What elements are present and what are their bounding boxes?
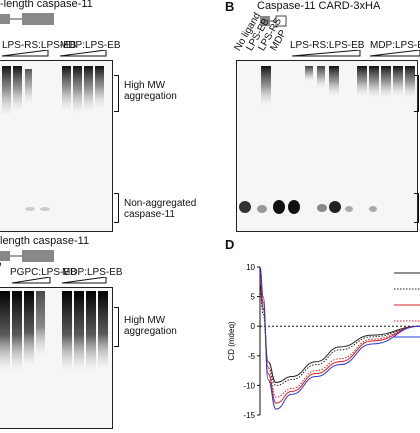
panel-d: D 10 5 0 -5 -10 -15 CD (mdeq) bbox=[222, 235, 420, 420]
y-tick-label: -15 bbox=[243, 411, 255, 420]
panel-a: -length caspase-11 LPS-RS:LPS-EB MDP:LPS… bbox=[0, 0, 210, 235]
group-label: MDP:LPS-EB bbox=[62, 267, 123, 278]
bracket bbox=[414, 193, 419, 223]
cd-chart: 10 5 0 -5 -10 -15 CD (mdeq) bbox=[227, 263, 420, 420]
gel-blot bbox=[0, 287, 113, 429]
group-label: MDP:LPS-EB bbox=[60, 40, 121, 51]
panel-b: B Caspase-11 CARD-3xHA No ligand LPS-EB … bbox=[222, 0, 420, 235]
y-tick-label: -10 bbox=[243, 381, 255, 390]
panel-b-title: Caspase-11 CARD-3xHA bbox=[257, 0, 381, 12]
y-tick-label: 5 bbox=[251, 293, 256, 302]
y-tick-label: 10 bbox=[246, 263, 255, 272]
panel-letter-d: D bbox=[225, 237, 235, 252]
panel-c-title: length caspase-11 bbox=[0, 235, 90, 247]
series-line bbox=[259, 290, 420, 386]
bracket bbox=[114, 75, 119, 112]
group-label: LPS-RS:LPS-EB bbox=[290, 40, 365, 51]
high-mw-label: High MW aggregation bbox=[124, 315, 177, 337]
group-label: LPS-RS:LPS-EB bbox=[2, 40, 77, 51]
panel-a-title: -length caspase-11 bbox=[0, 0, 93, 10]
bracket bbox=[414, 75, 419, 112]
series-line bbox=[259, 272, 420, 404]
series-line bbox=[259, 266, 420, 410]
gel-blot bbox=[236, 60, 418, 232]
panel-letter-b: B bbox=[225, 0, 235, 14]
titration-wedges bbox=[11, 277, 107, 284]
y-tick-label: 0 bbox=[251, 322, 256, 331]
bracket bbox=[114, 193, 119, 223]
group-label: PGPC:LPS-EB bbox=[10, 267, 77, 278]
domain-schematic bbox=[0, 12, 60, 31]
bracket bbox=[114, 307, 119, 347]
y-axis-label: CD (mdeq) bbox=[227, 321, 236, 360]
titration-wedges bbox=[1, 50, 107, 57]
gel-blot bbox=[0, 60, 113, 232]
titration-wedges bbox=[291, 50, 420, 57]
non-aggregated-label: Non-aggregated caspase-11 bbox=[124, 198, 197, 220]
group-label: MDP:LPS-EB bbox=[370, 40, 420, 51]
domain-schematic bbox=[260, 14, 290, 33]
high-mw-label: High MW aggregation bbox=[124, 80, 177, 102]
panel-c: length caspase-11 PS PGPC:LPS-EB MDP:LPS… bbox=[0, 235, 210, 429]
domain-schematic bbox=[0, 249, 60, 268]
y-tick-label: -5 bbox=[248, 352, 256, 361]
